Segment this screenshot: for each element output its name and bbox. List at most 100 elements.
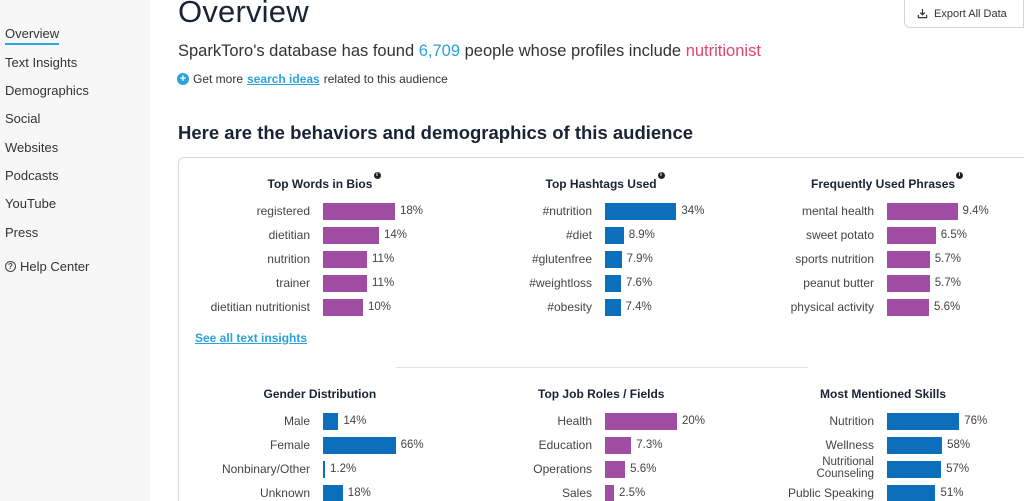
- bar: [323, 251, 367, 268]
- more-ideas-row: + Get more search ideas related to this …: [177, 72, 448, 86]
- summary-prefix: SparkToro's database has found: [178, 42, 415, 60]
- bar-label: physical activity: [790, 300, 874, 314]
- section-divider: [396, 367, 808, 368]
- bar: [323, 299, 363, 316]
- bar-value: 18%: [347, 487, 371, 499]
- bar-value: 51%: [940, 487, 964, 499]
- panel-title: Most Mentioned Skills: [820, 387, 947, 401]
- bar: [323, 461, 325, 478]
- bar-label: Male: [283, 414, 310, 428]
- bar: [605, 203, 677, 220]
- plus-circle-icon: +: [177, 73, 189, 85]
- bar-label: Sales: [561, 486, 592, 500]
- bar: [605, 299, 621, 316]
- bar: [887, 299, 929, 316]
- help-center-link[interactable]: ? Help Center: [5, 259, 89, 274]
- bar: [887, 203, 958, 220]
- bar: [887, 461, 942, 478]
- audience-count: 6,709: [418, 42, 461, 60]
- bar-label: nutrition: [267, 252, 310, 266]
- bar: [605, 275, 621, 292]
- bar: [887, 413, 960, 430]
- bar-label: mental health: [801, 204, 874, 218]
- page-title: Overview: [178, 0, 309, 29]
- help-center-label: Help Center: [20, 259, 90, 274]
- question-circle-icon: ?: [5, 261, 16, 272]
- bar-value: 76%: [964, 415, 988, 427]
- sidebar-item-websites[interactable]: Websites: [5, 140, 59, 155]
- bar: [323, 203, 395, 220]
- bar-value: 58%: [947, 439, 971, 451]
- bar-label: Health: [557, 414, 592, 428]
- bar-value: 8.9%: [628, 229, 655, 241]
- bar-label: dietitian: [268, 228, 310, 242]
- bar-value: 6.5%: [940, 229, 967, 241]
- bar: [887, 275, 930, 292]
- sidebar-item-social[interactable]: Social: [5, 111, 41, 126]
- bar-label: Nonbinary/Other: [221, 462, 310, 476]
- search-ideas-link[interactable]: search ideas: [247, 72, 320, 86]
- panel-title: Top Words in Bios: [267, 177, 373, 191]
- bar-label: trainer: [275, 276, 310, 290]
- sidebar-item-demographics[interactable]: Demographics: [5, 83, 89, 98]
- bar: [323, 275, 367, 292]
- bar: [887, 437, 943, 454]
- bar-value: 18%: [400, 205, 424, 217]
- sidebar-item-youtube[interactable]: YouTube: [5, 196, 57, 211]
- bar-value: 1.2%: [330, 463, 357, 475]
- bar-value: 9.4%: [962, 205, 989, 217]
- bar-value: 7.9%: [626, 253, 653, 265]
- bar-value: 34%: [681, 205, 705, 217]
- bar-value: 57%: [946, 463, 970, 475]
- bar: [605, 485, 614, 501]
- download-icon: [917, 8, 928, 19]
- bar-value: 7.3%: [636, 439, 663, 451]
- bar-value: 5.7%: [934, 277, 961, 289]
- bar: [323, 437, 396, 454]
- export-all-data-button[interactable]: Export All Data: [904, 0, 1024, 28]
- bar: [887, 227, 936, 244]
- bar-label: #nutrition: [542, 204, 592, 218]
- section-title: Here are the behaviors and demographics …: [178, 122, 694, 143]
- bar-label: Education: [538, 438, 592, 452]
- bar: [605, 227, 624, 244]
- bar-label: #obesity: [547, 300, 592, 314]
- bar-label: #glutenfree: [531, 252, 592, 266]
- ideas-prefix: Get more: [193, 72, 244, 86]
- info-icon[interactable]: i: [956, 172, 963, 179]
- see-all-text-insights-link[interactable]: See all text insights: [195, 331, 308, 345]
- panel-title: Gender Distribution: [263, 387, 377, 401]
- ideas-suffix: related to this audience: [323, 72, 448, 86]
- search-keyword: nutritionist: [685, 42, 761, 60]
- bar: [605, 437, 632, 454]
- bar-label: Nutrition: [829, 414, 874, 428]
- bar-value: 5.6%: [934, 301, 961, 313]
- sidebar: Overview Text Insights Demographics Soci…: [0, 0, 150, 501]
- bar-label: Public Speaking: [787, 486, 874, 500]
- bar-value: 20%: [682, 415, 706, 427]
- bar: [887, 251, 930, 268]
- summary-middle: people whose profiles include: [464, 42, 682, 60]
- bar-value: 11%: [372, 253, 395, 265]
- sidebar-item-press[interactable]: Press: [5, 225, 39, 240]
- bar-label: dietitian nutritionist: [210, 300, 310, 314]
- bar: [887, 485, 936, 501]
- bar-label: #weightloss: [529, 276, 592, 290]
- bar-label: Operations: [533, 462, 592, 476]
- bar-label: sweet potato: [805, 228, 874, 242]
- bar: [323, 485, 343, 501]
- bar-value: 5.6%: [630, 463, 657, 475]
- bar: [605, 413, 677, 430]
- info-icon[interactable]: i: [657, 172, 665, 179]
- panel-title: Top Job Roles / Fields: [538, 387, 665, 401]
- bar-value: 66%: [400, 439, 424, 451]
- panel-title: Frequently Used Phrases: [811, 177, 956, 191]
- sidebar-item-overview[interactable]: Overview: [5, 26, 60, 45]
- info-icon[interactable]: i: [373, 172, 381, 179]
- bar-value: 14%: [384, 229, 408, 241]
- sidebar-item-podcasts[interactable]: Podcasts: [5, 168, 59, 183]
- sidebar-item-text-insights[interactable]: Text Insights: [5, 55, 78, 70]
- bar: [605, 251, 622, 268]
- bar-value: 7.4%: [625, 301, 652, 313]
- bar: [323, 227, 379, 244]
